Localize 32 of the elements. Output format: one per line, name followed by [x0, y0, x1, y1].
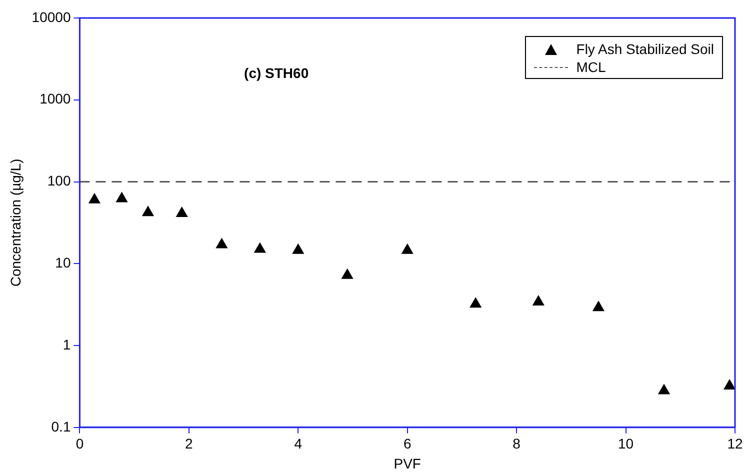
point [658, 384, 670, 394]
x-tick-label: 2 [185, 436, 194, 452]
annotation: (c) STH60 [244, 65, 309, 81]
y-tick-label: 1000 [40, 90, 71, 107]
point [254, 242, 266, 253]
point [292, 244, 304, 254]
point [402, 244, 414, 254]
y-tick-label: 0.1 [51, 418, 71, 434]
x-tick-label: 12 [727, 436, 743, 452]
y-tick-label: 100 [47, 172, 71, 189]
point [216, 238, 228, 248]
x-tick-label: 4 [294, 436, 302, 452]
point [724, 380, 735, 390]
y-tick-label: 10000 [32, 8, 71, 25]
x-axis-title: PVF [394, 455, 421, 472]
legend-label: MCL [576, 58, 606, 76]
x-tick-label: 6 [403, 436, 412, 452]
y-axis-title: Concentration (µg/L) [7, 158, 24, 287]
point [342, 268, 353, 279]
point [142, 206, 154, 216]
legend-label: Fly Ash Stabilized Soil [576, 40, 714, 58]
x-tick-label: 0 [76, 436, 84, 452]
point [88, 193, 100, 204]
point [532, 296, 544, 306]
point [176, 206, 188, 217]
point [116, 192, 128, 202]
y-tick-label: 10 [55, 254, 71, 270]
x-tick-label: 10 [618, 436, 634, 452]
x-tick-label: 8 [512, 436, 521, 452]
point [470, 298, 482, 308]
point [592, 301, 604, 312]
y-tick-label: 1 [62, 336, 71, 352]
